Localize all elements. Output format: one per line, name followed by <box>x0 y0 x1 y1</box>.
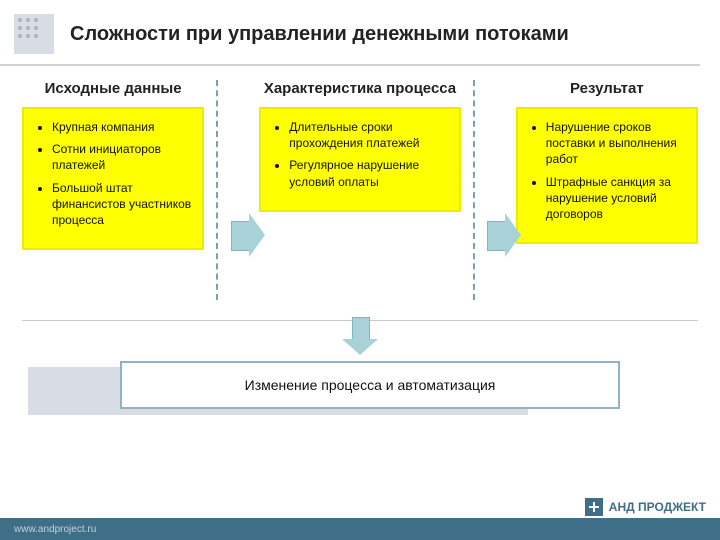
column-result: Результат Нарушение сроков поставки и вы… <box>516 80 698 300</box>
column-heading: Характеристика процесса <box>264 80 456 97</box>
columns-row: Исходные данные Крупная компания Сотни и… <box>0 66 720 300</box>
footer-link: www.andproject.ru <box>14 524 96 535</box>
slide-header: Сложности при управлении денежными поток… <box>0 0 700 66</box>
vertical-separator <box>216 80 218 300</box>
result-list: Нарушение сроков поставки и выполнения р… <box>528 119 686 222</box>
process-list: Длительные сроки прохождения платежей Ре… <box>271 119 448 190</box>
arrow-down-icon <box>340 317 380 357</box>
list-item: Крупная компания <box>52 119 192 135</box>
brand-square-icon <box>585 498 603 516</box>
vertical-separator <box>473 80 475 300</box>
logo-grid-icon <box>14 14 54 54</box>
bottom-box: Изменение процесса и автоматизация <box>120 361 620 409</box>
column-heading: Результат <box>570 80 644 97</box>
list-item: Большой штат финансистов участников проц… <box>52 180 192 229</box>
list-item: Штрафные санкция за нарушение условий до… <box>546 174 686 223</box>
arrow-cell <box>230 80 251 300</box>
process-box: Длительные сроки прохождения платежей Ре… <box>259 107 460 212</box>
list-item: Длительные сроки прохождения платежей <box>289 119 448 151</box>
brand-text: АНД ПРОДЖЕКТ <box>609 500 706 514</box>
result-box: Нарушение сроков поставки и выполнения р… <box>516 107 698 244</box>
down-arrow-wrap <box>0 317 720 357</box>
footer-bar: www.andproject.ru <box>0 518 720 540</box>
source-list: Крупная компания Сотни инициаторов плате… <box>34 119 192 228</box>
column-process: Характеристика процесса Длительные сроки… <box>259 80 460 300</box>
arrow-cell <box>487 80 508 300</box>
bottom-wrap: Изменение процесса и автоматизация <box>0 357 720 409</box>
column-source: Исходные данные Крупная компания Сотни и… <box>22 80 204 300</box>
list-item: Регулярное нарушение условий оплаты <box>289 157 448 189</box>
source-box: Крупная компания Сотни инициаторов плате… <box>22 107 204 250</box>
bottom-label: Изменение процесса и автоматизация <box>245 377 496 393</box>
slide-title: Сложности при управлении денежными поток… <box>70 23 569 46</box>
column-heading: Исходные данные <box>45 80 182 97</box>
list-item: Нарушение сроков поставки и выполнения р… <box>546 119 686 168</box>
footer-brand: АНД ПРОДЖЕКТ <box>585 498 706 516</box>
list-item: Сотни инициаторов платежей <box>52 141 192 173</box>
